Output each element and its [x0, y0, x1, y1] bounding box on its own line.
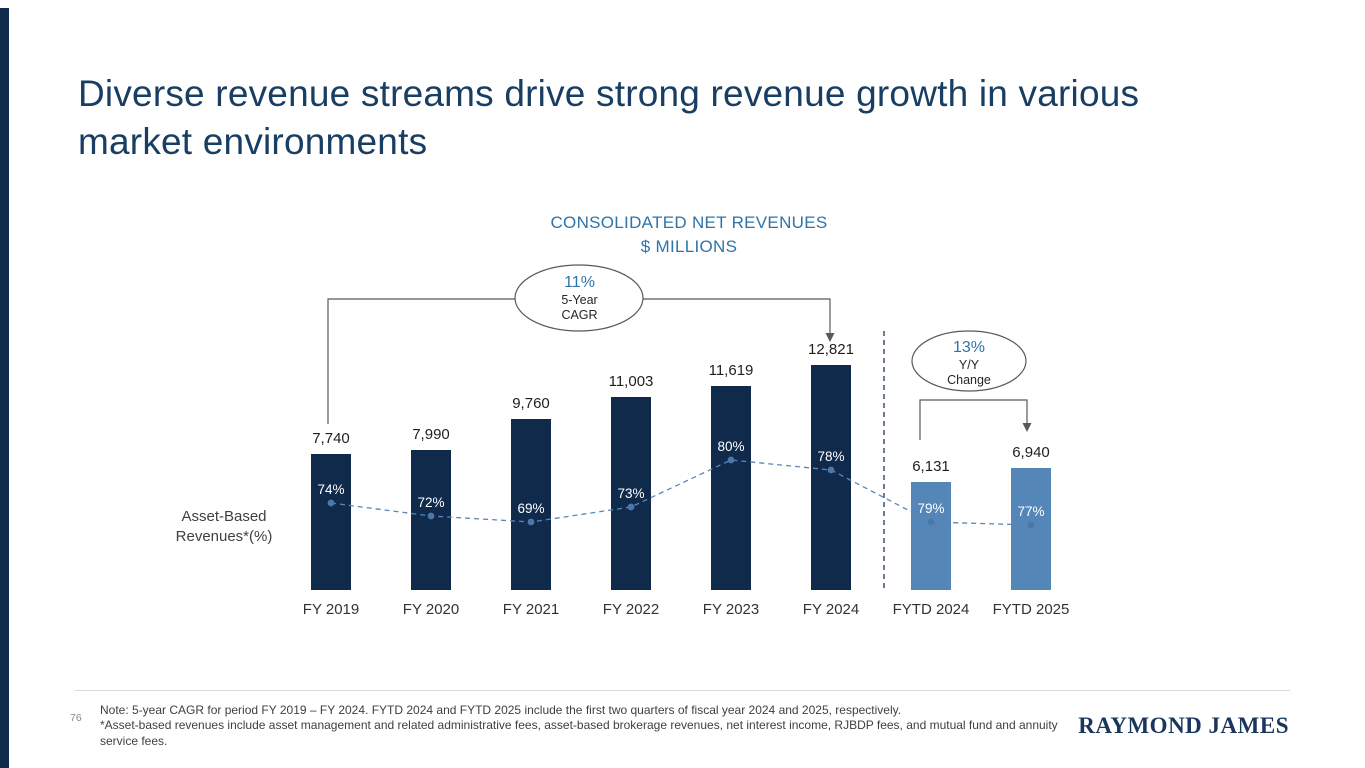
asset-pct-label: 74%: [317, 482, 345, 497]
trend-dot: [927, 518, 935, 526]
x-axis-label: FY 2022: [602, 601, 660, 618]
cagr-oval: [514, 264, 644, 332]
asset-pct-label: 73%: [617, 486, 645, 501]
trend-line-layer: [327, 456, 1035, 529]
yy-bracket-line: [919, 399, 1028, 440]
raymond-james-logo: RAYMOND JAMES: [1078, 713, 1289, 738]
cagr-bracket-left-line: [327, 298, 516, 424]
bar-value-label: 9,760: [512, 395, 550, 412]
arrow-down-icon: [1022, 423, 1032, 432]
footnotes: Note: 5-year CAGR for period FY 2019 – F…: [100, 703, 1058, 749]
arrow-down-icon: [825, 333, 835, 342]
left-accent-bar: [0, 8, 9, 768]
cagr-bracket-right-line: [643, 298, 831, 334]
x-axis-label: FY 2019: [302, 601, 360, 618]
chart-title: CONSOLIDATED NET REVENUES: [550, 213, 828, 232]
asset-pct-label: 69%: [517, 501, 545, 516]
cagr-value: 11%: [564, 274, 595, 291]
trend-line: [330, 459, 1032, 526]
x-axis-label: FY 2023: [702, 601, 760, 618]
asset-pct-label: 79%: [917, 501, 945, 516]
x-axis-label: FYTD 2025: [992, 601, 1070, 618]
cagr-label-line1: 5-Year: [561, 293, 598, 307]
yy-change-oval: [911, 330, 1027, 392]
footnote-line-1: Note: 5-year CAGR for period FY 2019 – F…: [100, 703, 902, 717]
bar-value-label: 11,003: [608, 373, 654, 390]
trend-dot: [527, 518, 535, 526]
revenue-bar: [411, 450, 451, 590]
revenue-bar: [611, 397, 651, 590]
yy-change-annotation: 13% Y/Y Change: [912, 337, 1026, 387]
bar-value-label: 6,131: [912, 458, 950, 475]
asset-pct-label: 77%: [1017, 504, 1045, 519]
asset-pct-label: 80%: [717, 439, 745, 454]
x-axis-label: FYTD 2024: [892, 601, 970, 618]
bar-value-label: 6,940: [1012, 444, 1050, 461]
revenue-bar: [911, 482, 951, 590]
trend-dot: [627, 503, 635, 511]
revenue-bar: [511, 419, 551, 590]
cagr-label-line2: CAGR: [561, 307, 598, 322]
bar-value-label: 11,619: [708, 362, 754, 379]
slide-title: Diverse revenue streams drive strong rev…: [78, 73, 1140, 162]
x-axis-label: FY 2024: [802, 601, 860, 618]
revenue-bar: [311, 454, 351, 590]
x-axis-label: FY 2020: [402, 601, 460, 618]
trend-dot: [727, 456, 735, 464]
chart-subtitle: $ MILLIONS: [640, 237, 738, 256]
yy-change-label-line1: Y/Y: [958, 358, 980, 372]
revenue-bar: [1011, 468, 1051, 590]
page-number: 76: [70, 712, 82, 724]
yy-change-label-line2: Change: [947, 372, 991, 387]
revenue-bar: [811, 365, 851, 590]
x-axis-label: FY 2021: [502, 601, 560, 618]
trend-dot: [327, 499, 335, 507]
footnote-line-2: *Asset-based revenues include asset mana…: [100, 718, 1058, 748]
footer-divider: [75, 690, 1290, 691]
asset-pct-label: 78%: [817, 449, 845, 464]
revenue-bar: [711, 386, 751, 590]
trend-dot: [827, 466, 835, 474]
bar-value-label: 7,740: [312, 430, 350, 447]
asset-pct-label: 72%: [417, 495, 445, 510]
yy-change-value: 13%: [952, 339, 986, 356]
bar-value-label: 7,990: [412, 426, 450, 443]
bar-value-label: 12,821: [808, 341, 854, 358]
asset-based-revenues-label: Asset-Based Revenues*(%): [175, 508, 273, 545]
trend-dot: [1027, 521, 1035, 529]
cagr-annotation: 11% 5-Year CAGR: [517, 272, 642, 322]
trend-dot: [427, 512, 435, 520]
